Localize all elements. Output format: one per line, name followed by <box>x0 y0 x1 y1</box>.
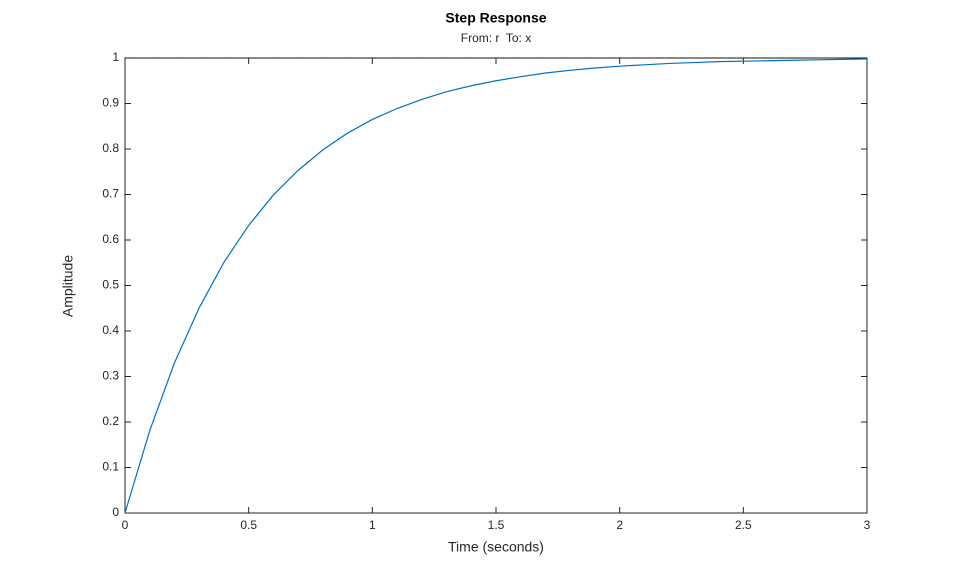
y-tick-label: 1 <box>112 50 119 64</box>
y-tick-label: 0.3 <box>102 369 119 383</box>
x-tick-label: 2 <box>616 518 623 532</box>
y-axis-label: Amplitude <box>60 255 76 317</box>
y-tick-label: 0.7 <box>102 187 119 201</box>
y-tick-label: 0.2 <box>102 414 119 428</box>
y-tick-label: 0.9 <box>102 96 119 110</box>
x-tick-label: 1 <box>369 518 376 532</box>
x-tick-label: 1.5 <box>488 518 505 532</box>
x-tick-label: 0.5 <box>240 518 257 532</box>
x-tick-label: 0 <box>122 518 129 532</box>
x-axis-label: Time (seconds) <box>448 539 544 555</box>
chart-subtitle: From: r To: x <box>461 31 531 45</box>
y-tick-label: 0.1 <box>102 460 119 474</box>
y-tick-label: 0.8 <box>102 141 119 155</box>
axes-box <box>124 57 868 514</box>
y-tick-label: 0.6 <box>102 232 119 246</box>
x-tick-label: 3 <box>864 518 871 532</box>
chart-title: Step Response <box>445 10 546 26</box>
y-tick-label: 0.5 <box>102 278 119 292</box>
x-tick-label: 2.5 <box>735 518 752 532</box>
response-line <box>124 58 868 514</box>
y-tick-label: 0.4 <box>102 323 119 337</box>
y-tick-label: 0 <box>112 505 119 519</box>
